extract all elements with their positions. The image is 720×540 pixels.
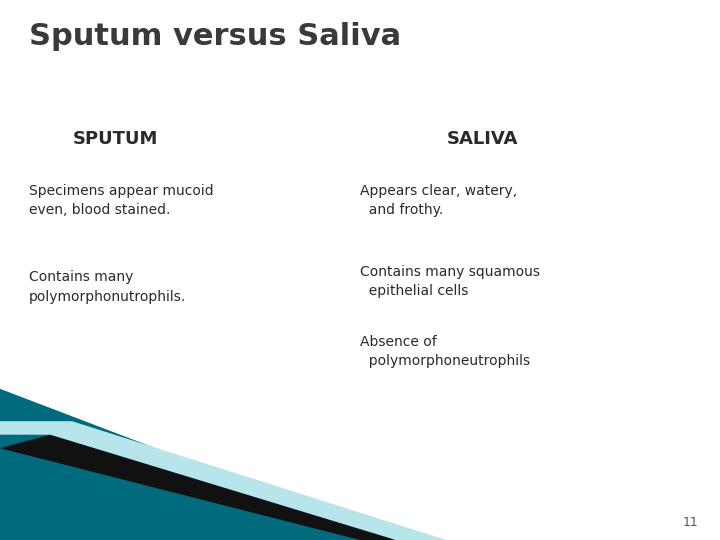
Text: Contains many squamous
  epithelial cells: Contains many squamous epithelial cells bbox=[360, 265, 540, 298]
Polygon shape bbox=[0, 389, 396, 540]
Polygon shape bbox=[0, 435, 396, 540]
Polygon shape bbox=[0, 421, 446, 540]
Text: SALIVA: SALIVA bbox=[446, 130, 518, 147]
Text: Sputum versus Saliva: Sputum versus Saliva bbox=[29, 22, 401, 51]
Text: Absence of
  polymorphoneutrophils: Absence of polymorphoneutrophils bbox=[360, 335, 530, 368]
Text: Appears clear, watery,
  and frothy.: Appears clear, watery, and frothy. bbox=[360, 184, 517, 217]
Text: Specimens appear mucoid
even, blood stained.: Specimens appear mucoid even, blood stai… bbox=[29, 184, 213, 217]
Text: 11: 11 bbox=[683, 516, 698, 529]
Text: Contains many
polymorphonutrophils.: Contains many polymorphonutrophils. bbox=[29, 270, 186, 303]
Text: SPUTUM: SPUTUM bbox=[73, 130, 158, 147]
